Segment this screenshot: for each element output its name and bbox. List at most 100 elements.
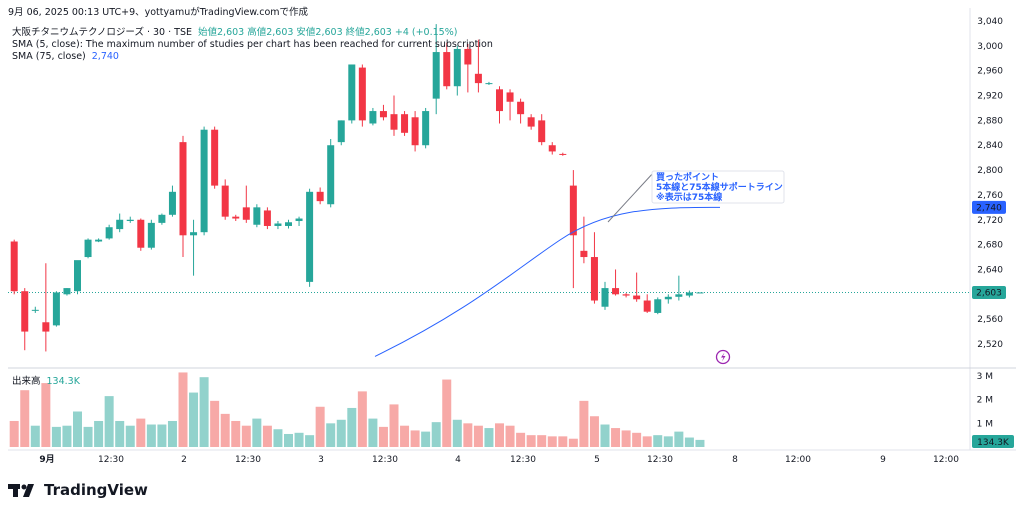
candle [221, 179, 229, 220]
candle [327, 139, 335, 208]
time-tick-label: 3 [318, 455, 324, 465]
volume-bar [262, 425, 272, 447]
time-axis[interactable]: 9月 12:30 2 12:30 3 12:30 4 12:30 5 12:30 8 12:00 9 12… [39, 454, 959, 465]
candle-body [285, 222, 292, 226]
time-tick-label: 4 [455, 455, 461, 465]
volume-badge [972, 435, 1014, 448]
candle [253, 204, 261, 228]
candle [559, 152, 567, 156]
candle [601, 281, 609, 310]
volume-bar [41, 383, 51, 447]
candle [190, 219, 198, 276]
volume-bar [284, 433, 293, 447]
annotation-line-2: 5本線と75本線サポートライン [656, 181, 783, 193]
candle-body [453, 48, 461, 87]
volume-bar [473, 425, 483, 447]
candle [443, 42, 451, 90]
volume-bar [220, 413, 230, 447]
volume-bar [294, 432, 304, 447]
candle-body [358, 67, 366, 121]
time-tick-label: 12:30 [510, 455, 536, 465]
candle [306, 188, 314, 287]
candle [316, 187, 324, 205]
candle [548, 142, 556, 155]
last-price-badge-text: 2,603 [976, 288, 1002, 298]
candle-body [464, 48, 472, 65]
candle [295, 216, 303, 226]
candle [633, 272, 641, 302]
volume-bar [642, 436, 652, 447]
candle [31, 306, 39, 313]
candle [337, 120, 345, 146]
time-tick-label: 2 [181, 455, 187, 465]
volume-bar [273, 429, 283, 447]
volume-bar [83, 426, 93, 447]
candle-body [664, 296, 672, 300]
volume-bar [653, 435, 663, 447]
candle [211, 126, 219, 189]
volume-bar [167, 420, 177, 447]
candle-body [379, 111, 387, 118]
candle [485, 81, 493, 85]
sma75-value: 2,740 [92, 51, 119, 62]
candle-body [158, 214, 166, 223]
candle [496, 86, 503, 124]
price-tick-label: 2,520 [977, 340, 1003, 350]
volume-bar [146, 424, 156, 447]
volume-tick-label: 2 M [977, 396, 993, 406]
annotation-box[interactable] [651, 170, 785, 204]
volume-bar [157, 424, 167, 447]
price-tick-label: 2,880 [977, 116, 1003, 126]
price-tick-label: 3,040 [977, 17, 1003, 27]
volume-axis[interactable]: 1 M 2 M 3 M [977, 372, 993, 429]
candle [569, 170, 577, 289]
volume-value: 134.3K [47, 376, 81, 387]
candle [580, 216, 588, 264]
volume-bar [326, 423, 336, 447]
volume-bar [389, 404, 399, 447]
candle-body [84, 239, 92, 258]
candle-body [211, 129, 219, 186]
candle [21, 288, 29, 351]
volume-bar [547, 436, 557, 447]
candle-body [337, 120, 345, 143]
price-tick-label: 2,720 [977, 216, 1003, 226]
time-tick-label: 5 [594, 455, 600, 465]
tradingview-logo-icon [8, 484, 34, 497]
candle [612, 269, 620, 296]
volume-bars [9, 372, 705, 447]
candle [116, 213, 124, 233]
candle [696, 292, 704, 294]
candle-body [506, 92, 514, 102]
volume-bar [505, 425, 515, 447]
volume-bar [589, 416, 599, 447]
volume-bar [463, 423, 473, 447]
candle-body [538, 120, 546, 143]
sma75-price-badge-text: 2,740 [976, 203, 1002, 213]
volume-bar [526, 435, 536, 447]
candle-body [411, 117, 419, 146]
candle [517, 98, 525, 124]
candle [52, 291, 60, 327]
volume-bar [210, 400, 220, 447]
time-tick-label: 12:30 [372, 455, 398, 465]
candle-body [63, 288, 71, 295]
candle-body [232, 216, 240, 219]
candle [422, 107, 430, 149]
volume-bar [9, 420, 19, 447]
candle-body [327, 145, 335, 205]
candle-body [190, 232, 198, 236]
candle [411, 111, 419, 152]
candle [63, 288, 71, 296]
candle [390, 95, 398, 136]
candle-body [422, 111, 430, 146]
candle-body [105, 227, 113, 239]
volume-bar [357, 391, 367, 447]
tradingview-logo[interactable]: TradingView [8, 481, 148, 499]
price-axis[interactable]: 2,5202,5602,6002,6402,6802,7202,7602,800… [977, 17, 1003, 350]
time-tick-label: 12:30 [647, 455, 673, 465]
candle [158, 213, 166, 225]
volume-bar [199, 377, 209, 447]
annotation-pointer [607, 171, 655, 223]
candle [643, 294, 651, 313]
